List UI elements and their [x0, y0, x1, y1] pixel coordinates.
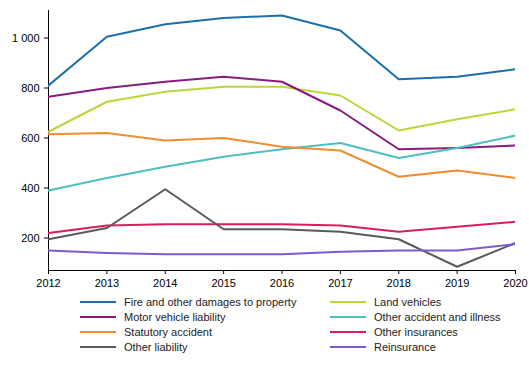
svg-text:600: 600 — [21, 132, 39, 144]
svg-text:2018: 2018 — [387, 277, 411, 289]
html-text:Other liability: Other liability — [124, 341, 188, 353]
svg-text:2014: 2014 — [153, 277, 177, 289]
html-text:Fire and other damages to prop: Fire and other damages to property — [124, 296, 297, 308]
svg-text:200: 200 — [21, 232, 39, 244]
svg-text:2019: 2019 — [445, 277, 469, 289]
html-text:Statutory accident: Statutory accident — [124, 326, 213, 338]
svg-text:800: 800 — [21, 82, 39, 94]
svg-text:400: 400 — [21, 182, 39, 194]
html-text:Other accident and illness: Other accident and illness — [374, 311, 501, 323]
svg-text:2020: 2020 — [503, 277, 527, 289]
svg-text:2013: 2013 — [95, 277, 119, 289]
svg-text:1 000: 1 000 — [12, 32, 40, 44]
html-text:Other insurances: Other insurances — [374, 326, 458, 338]
svg-text:2012: 2012 — [36, 277, 60, 289]
svg-text:2016: 2016 — [270, 277, 294, 289]
svg-text:2017: 2017 — [328, 277, 352, 289]
html-text:Motor vehicle liability: Motor vehicle liability — [124, 311, 226, 323]
svg-text:2015: 2015 — [211, 277, 235, 289]
html-text:Land vehicles: Land vehicles — [374, 296, 442, 308]
html-text:Reinsurance: Reinsurance — [374, 341, 436, 353]
